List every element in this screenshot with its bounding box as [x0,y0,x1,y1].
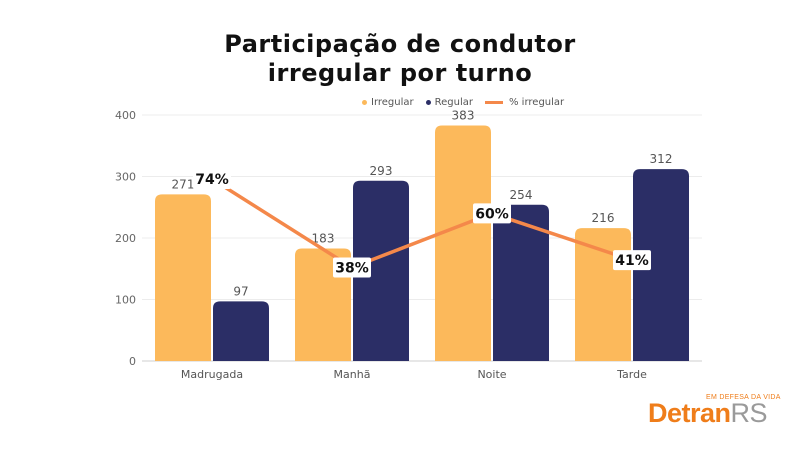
bar-value-label: 97 [233,284,248,298]
chart-title-line-2: irregular por turno [267,59,533,87]
x-tick-label: Manhã [334,368,371,381]
bar-regular [493,204,549,361]
logo-wordmark: DetranRS [648,398,768,429]
bar-value-label: 216 [592,211,615,225]
x-tick-label: Noite [477,368,506,381]
legend-item-irregular: Irregular [362,97,414,108]
percent-label: 60% [475,206,509,222]
logo-text-suffix: RS [730,398,768,428]
percent-label-box [333,257,371,278]
bar-value-label: 312 [650,152,673,166]
bar-value-label: 254 [510,188,533,202]
legend-label-regular: Regular [434,96,473,108]
bar-regular [353,180,409,361]
percent-label-box [613,250,651,271]
x-tick-label: Madrugada [181,368,243,381]
y-tick-label: 100 [115,294,136,307]
y-tick-label: 400 [115,109,136,122]
logo-tagline: EM DEFESA DA VIDA [706,394,781,401]
bar-irregular [435,125,491,361]
legend-label-irregular: Irregular [371,96,414,108]
bar-regular [213,301,269,361]
bar-irregular [155,194,211,361]
percent-label: 41% [615,253,649,269]
legend-item-percent-irregular: % irregular [485,97,564,108]
chart-legend: Irregular Regular % irregular [362,95,576,109]
chart-title-line-1: Participação de condutor [224,30,576,58]
bar-value-label: 271 [172,177,195,191]
bar-value-label: 383 [452,108,475,122]
legend-label-percent-irregular: % irregular [509,96,565,108]
y-tick-label: 200 [115,232,136,245]
line-percent-irregular [211,177,633,270]
percent-label: 38% [335,261,369,277]
logo-text-main: Detran [648,398,731,428]
percent-label-box [193,168,231,189]
bar-irregular [575,228,631,361]
detran-rs-logo: EM DEFESA DA VIDA DetranRS [648,392,788,432]
bar-value-label: 183 [312,231,335,245]
legend-line-percent-irregular [485,100,503,104]
y-tick-label: 0 [129,355,136,368]
chart-title: Participação de condutor irregular por t… [0,30,800,88]
percent-label: 74% [195,172,229,188]
legend-swatch-irregular [362,99,367,105]
x-tick-label: Tarde [616,368,647,381]
bar-value-label: 293 [370,164,393,178]
percent-label-box [473,203,511,224]
legend-item-regular: Regular [425,96,473,108]
y-tick-label: 300 [115,171,136,184]
legend-swatch-regular [425,99,431,105]
bar-regular [633,169,689,361]
